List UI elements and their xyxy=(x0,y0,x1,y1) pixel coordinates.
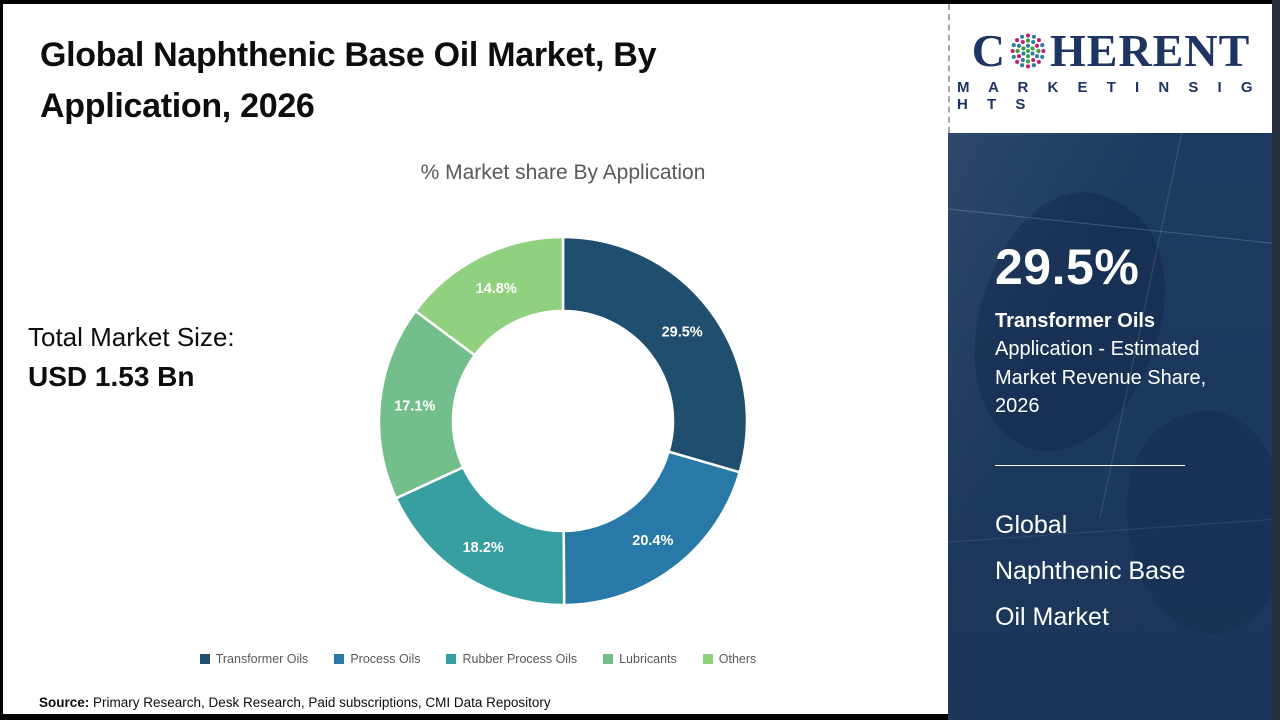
brand-letters-rest: HERENT xyxy=(1049,25,1251,76)
donut-chart-svg: 29.5% 20.4% 18.2% 17.1% 14.8% xyxy=(377,235,749,607)
legend-label: Process Oils xyxy=(350,652,421,666)
globe-dot xyxy=(1031,34,1036,39)
legend-swatch xyxy=(446,654,457,664)
legend-label: Others xyxy=(718,652,757,666)
legend-swatch xyxy=(603,654,614,664)
globe-dot xyxy=(1021,45,1026,50)
highlight-stat-value: 29.5% xyxy=(995,239,1140,295)
globe-dot xyxy=(1015,48,1020,53)
globe-dot xyxy=(1030,51,1035,56)
globe-dot xyxy=(1021,51,1026,56)
globe-dot xyxy=(1015,59,1020,64)
globe-dot xyxy=(1020,34,1025,39)
slice-label: 18.2% xyxy=(463,540,504,556)
market-name: Global Naphthenic Base Oil Market xyxy=(995,510,1186,632)
legend-item-others: Others xyxy=(702,652,757,666)
sidebar-divider xyxy=(995,464,1185,466)
globe-dot xyxy=(1036,59,1041,64)
globe-dot xyxy=(1020,57,1025,62)
legend-item-process-oils: Process Oils xyxy=(334,652,420,666)
total-market-size-value: USD 1.53 Bn xyxy=(28,361,195,392)
main-content-area: Global Naphthenic Base Oil Market, By App… xyxy=(3,4,951,720)
source-text: Primary Research, Desk Research, Paid su… xyxy=(89,695,551,710)
sidebar-content: 29.5% Transformer Oils Application - Est… xyxy=(995,238,1240,641)
globe-dot xyxy=(1030,45,1035,50)
legend-label: Lubricants xyxy=(619,652,677,666)
sidebar-panel: 29.5% Transformer Oils Application - Est… xyxy=(948,133,1280,720)
brand-tagline: M A R K E T I N S I G H T S xyxy=(957,79,1261,113)
donut-slice-transformer-oils xyxy=(561,235,749,474)
globe-dot xyxy=(1025,33,1031,38)
globe-dot xyxy=(1015,37,1020,42)
globe-dot xyxy=(1025,63,1031,68)
legend-swatch xyxy=(334,654,345,664)
globe-dot xyxy=(1025,48,1031,53)
donut-chart: 29.5% 20.4% 18.2% 17.1% 14.8% xyxy=(363,231,763,611)
legend-item-rubber-process-oils: Rubber Process Oils xyxy=(446,652,577,666)
globe-dot xyxy=(1031,39,1036,44)
source-note: Source: Primary Research, Desk Research,… xyxy=(39,695,551,710)
legend-item-lubricants: Lubricants xyxy=(603,652,677,666)
globe-dot xyxy=(1011,54,1016,59)
globe-dot xyxy=(1036,48,1041,53)
slice-label: 17.1% xyxy=(394,399,435,415)
globe-dot xyxy=(1031,57,1036,62)
globe-dot xyxy=(1016,53,1022,58)
globe-dot xyxy=(1040,54,1045,59)
globe-dot xyxy=(1025,58,1031,63)
right-border-strip xyxy=(1272,0,1280,720)
globe-dot xyxy=(1040,42,1045,47)
globe-dot xyxy=(1025,53,1031,58)
highlight-stat-description: Application - Estimated Market Revenue Sh… xyxy=(995,338,1207,418)
globe-dot xyxy=(1041,48,1046,53)
chart-legend: Transformer Oils Process Oils Rubber Proce… xyxy=(88,652,868,666)
globe-dot xyxy=(1025,38,1031,43)
globe-dot xyxy=(1036,37,1041,42)
dotted-globe-icon xyxy=(1010,33,1046,68)
legend-swatch xyxy=(702,654,713,664)
legend-item-transformer-oils: Transformer Oils xyxy=(199,652,309,666)
total-market-size-label: Total Market Size: xyxy=(28,322,235,352)
globe-dot xyxy=(1034,53,1040,58)
highlight-stat-segment: Transformer Oils xyxy=(995,310,1156,332)
globe-dot xyxy=(1010,48,1015,53)
brand-logo-area: C HERENT M A R K E T I N S I G H T S xyxy=(948,4,1272,133)
slice-label: 14.8% xyxy=(476,281,517,297)
source-label: Source: xyxy=(39,695,90,710)
globe-dot xyxy=(1016,43,1022,48)
legend-label: Transformer Oils xyxy=(215,652,309,666)
donut-slice-others xyxy=(413,235,565,357)
brand-letter-c: C xyxy=(971,25,1006,76)
legend-swatch xyxy=(199,654,210,664)
globe-dot xyxy=(1011,42,1016,47)
globe-dot xyxy=(1031,62,1036,67)
slice-label: 29.5% xyxy=(662,325,703,341)
total-market-size-block: Total Market Size: USD 1.53 Bn xyxy=(28,322,235,393)
donut-slice-process-oils xyxy=(562,450,742,607)
slice-label: 20.4% xyxy=(632,533,673,549)
bottom-border-bar xyxy=(3,718,951,720)
legend-label: Rubber Process Oils xyxy=(462,652,578,666)
page-title: Global Naphthenic Base Oil Market, By App… xyxy=(40,36,657,125)
globe-dot xyxy=(1025,43,1031,48)
brand-logo: C HERENT xyxy=(972,24,1251,77)
globe-dot xyxy=(1034,43,1040,48)
globe-dot xyxy=(1020,39,1025,44)
globe-dot xyxy=(1020,62,1025,67)
chart-subtitle: % Market share By Application xyxy=(420,161,706,184)
